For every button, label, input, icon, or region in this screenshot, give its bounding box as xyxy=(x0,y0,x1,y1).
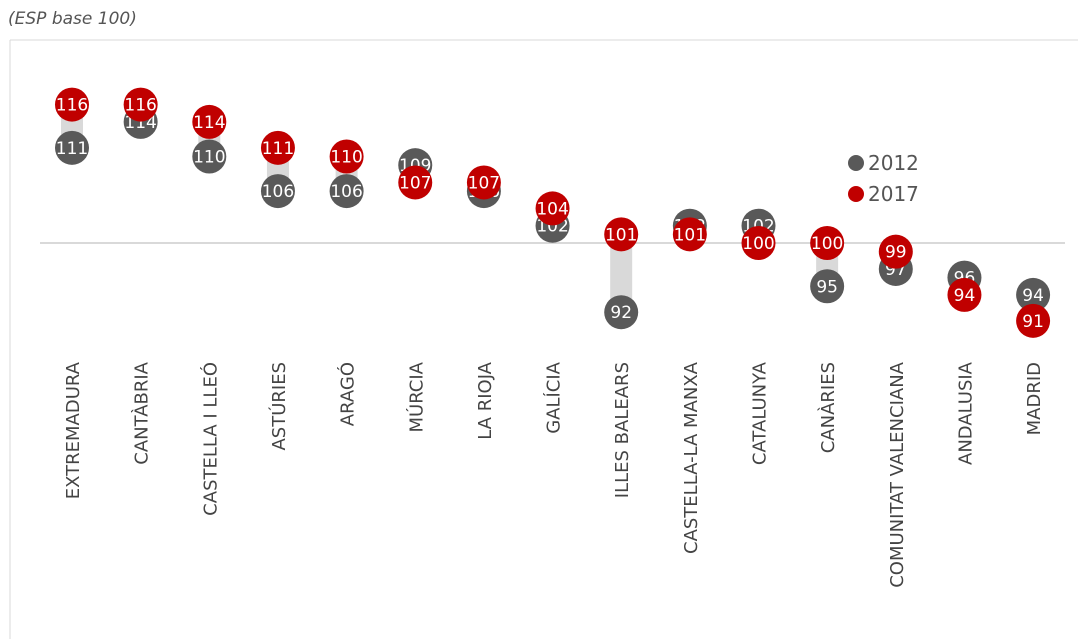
category-label: COMUNITAT VALENCIANA xyxy=(887,361,908,587)
dot-label-2012: 92 xyxy=(610,303,632,323)
dot-2017 xyxy=(123,87,158,122)
legend-marker-2017 xyxy=(848,186,864,202)
category-label: MADRID xyxy=(1024,362,1045,435)
dot-label-2012: 111 xyxy=(56,139,88,159)
dot-2017 xyxy=(55,87,89,122)
category-labels: EXTREMADURA CANTÀBRIA CASTELLA I LLEÓ ASTÚR… xyxy=(63,361,1045,587)
dot-label-2017: 100 xyxy=(742,234,774,254)
dot-label-2012: 95 xyxy=(816,277,838,297)
dot-label-2017: 100 xyxy=(811,234,843,254)
category-label: CATALUNYA xyxy=(750,361,771,465)
category-label: CANÀRIES xyxy=(817,362,839,453)
category-label: ASTÚRIES xyxy=(268,362,290,451)
dot-label-2012: 106 xyxy=(262,182,294,202)
dot-label-2017: 99 xyxy=(885,243,907,263)
dot-label-2017: 94 xyxy=(954,286,976,306)
dot-label-2017: 101 xyxy=(674,225,706,245)
dot-2012 xyxy=(192,139,227,174)
dot-2012 xyxy=(55,130,89,165)
dot-2017 xyxy=(466,165,501,200)
dot-2012 xyxy=(810,269,845,304)
dot-2017 xyxy=(741,226,776,260)
dot-label-2017: 104 xyxy=(536,199,568,219)
dot-2017 xyxy=(810,226,845,260)
dot-label-2012: 106 xyxy=(330,182,362,202)
category-label: GALÍCIA xyxy=(543,361,565,433)
legend-label-2012: 2012 xyxy=(868,151,919,175)
legend-marker-2012 xyxy=(848,155,864,171)
category-label: LA RIOJA xyxy=(475,361,496,439)
dot-label-2017: 107 xyxy=(399,173,431,193)
dot-2017 xyxy=(192,104,227,139)
dot-2017 xyxy=(260,130,295,165)
dot-label-2017: 114 xyxy=(193,113,225,133)
dot-2017 xyxy=(329,139,364,174)
dot-2017 xyxy=(1016,303,1051,338)
category-label: CASTELLA-LA MANXA xyxy=(681,361,702,554)
dot-label-2012: 110 xyxy=(193,148,225,168)
category-label: MÚRCIA xyxy=(405,361,427,432)
dot-2017 xyxy=(878,234,913,269)
dot-label-2012: 94 xyxy=(1022,286,1044,306)
dot-2012 xyxy=(1016,277,1051,312)
category-label: ANDALUSIA xyxy=(955,361,976,465)
category-label: CANTÀBRIA xyxy=(131,361,153,464)
legend-label-2017: 2017 xyxy=(868,182,919,206)
dot-2017 xyxy=(535,191,570,226)
dot-label-2017: 107 xyxy=(468,173,500,193)
dot-label-2017: 116 xyxy=(124,96,156,116)
dot-label-2017: 91 xyxy=(1022,312,1044,332)
category-label: ILLES BALEARS xyxy=(612,362,633,498)
category-label: ARAGÓ xyxy=(337,362,359,426)
dot-label-2017: 110 xyxy=(330,148,362,168)
category-label: EXTREMADURA xyxy=(63,361,84,499)
dot-2017 xyxy=(398,165,433,200)
dot-2012 xyxy=(260,174,295,209)
dot-label-2017: 101 xyxy=(605,225,637,245)
range-bar xyxy=(610,234,633,313)
dot-label-2017: 116 xyxy=(56,96,88,116)
data-dots: 1111141101061061091061029210210295979694… xyxy=(55,87,1051,338)
dot-2012 xyxy=(604,295,639,330)
dot-label-2017: 111 xyxy=(262,139,294,159)
dot-2017 xyxy=(672,217,707,252)
legend: 2012 2017 xyxy=(848,151,919,206)
category-label: CASTELLA I LLEÓ xyxy=(199,362,221,516)
dot-2017 xyxy=(947,277,982,312)
dot-2012 xyxy=(329,174,364,209)
dot-2017 xyxy=(604,217,639,252)
chart-subtitle: (ESP base 100) xyxy=(8,9,137,29)
